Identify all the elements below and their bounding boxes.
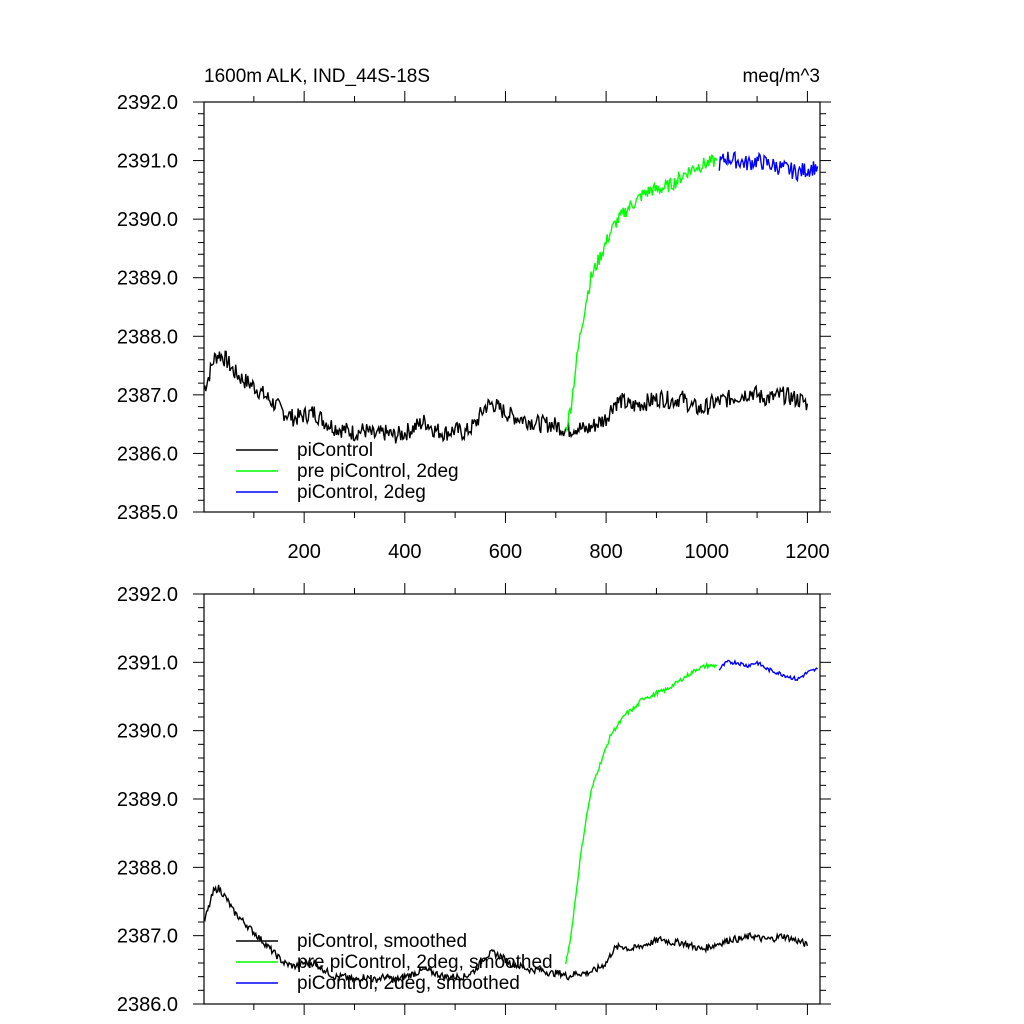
y-tick-label: 2390.0 — [117, 721, 178, 743]
y-tick-label: 2391.0 — [117, 151, 178, 173]
x-tick-label: 1000 — [685, 541, 730, 563]
bottom-panel: 2386.0 2387.0 2388.0 2389.0 2390.0 2391.0 2392… — [117, 583, 831, 1016]
chart-title-right: meq/m^3 — [742, 66, 820, 87]
y-tick-label: 2388.0 — [117, 857, 178, 879]
chart-title-left: 1600m ALK, IND_44S-18S — [204, 66, 430, 87]
y-tick-label: 2387.0 — [117, 926, 178, 948]
legend-label: piControl — [297, 440, 373, 461]
x-tick-label: 400 — [388, 541, 421, 563]
y-tick-label: 2391.0 — [117, 652, 178, 674]
y-tick-label: 2386.0 — [117, 443, 178, 465]
y-tick-label: 2389.0 — [117, 268, 178, 290]
x-tick-label: 600 — [489, 541, 522, 563]
series-line — [204, 884, 809, 983]
series-line — [565, 661, 718, 965]
y-tick-label: 2392.0 — [117, 584, 178, 606]
series-line — [204, 350, 809, 444]
series-line — [718, 150, 819, 183]
legend-label: piControl, 2deg, smoothed — [297, 973, 520, 994]
y-tick-label: 2389.0 — [117, 789, 178, 811]
legend-label: pre piControl, 2deg — [297, 461, 459, 482]
x-tick-label: 800 — [589, 541, 622, 563]
series-line — [718, 658, 818, 682]
y-tick-label: 2386.0 — [117, 994, 178, 1016]
legend-label: piControl, smoothed — [297, 931, 467, 952]
y-tick-label: 2387.0 — [117, 385, 178, 407]
legend-label: piControl, 2deg — [297, 482, 426, 503]
plot-frame — [203, 101, 821, 513]
y-tick-label: 2392.0 — [117, 92, 178, 114]
series-line — [565, 154, 718, 433]
x-tick-label: 200 — [287, 541, 320, 563]
y-tick-label: 2390.0 — [117, 209, 178, 231]
y-tick-label: 2388.0 — [117, 326, 178, 348]
legend-label: pre piControl, 2deg, smoothed — [297, 952, 553, 973]
y-tick-label: 2385.0 — [117, 502, 178, 524]
top-panel: 200 400 600 800 1000 1200 2385.0 2386.0 2387.0 23… — [117, 91, 831, 563]
x-tick-label: 1200 — [785, 541, 830, 563]
